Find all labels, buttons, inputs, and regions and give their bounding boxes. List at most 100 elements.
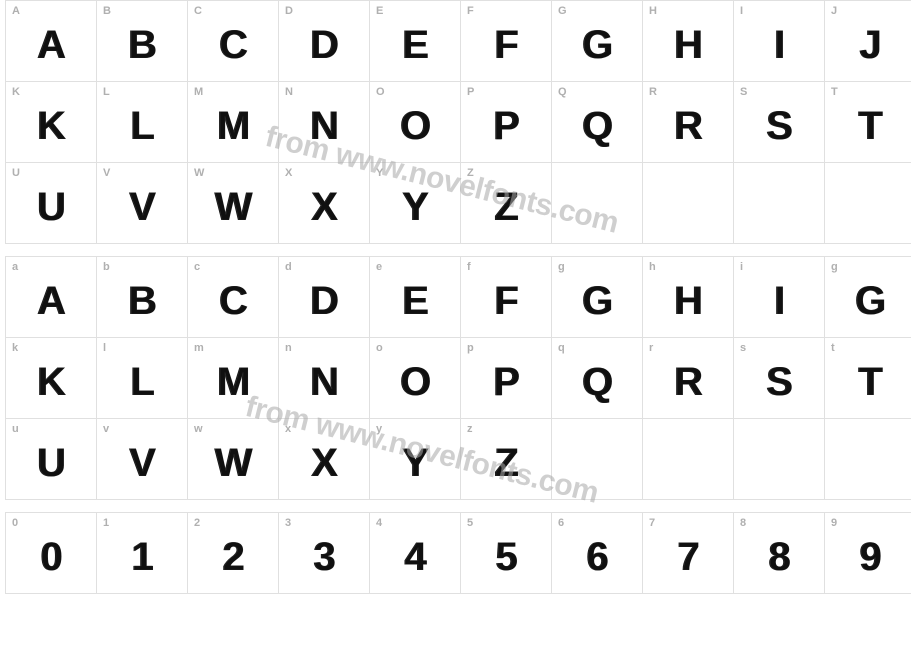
charmap-cell: xX (279, 419, 369, 499)
charmap-cell: wW (188, 419, 278, 499)
charmap-cell (825, 163, 911, 243)
cell-glyph: 4 (404, 537, 426, 577)
charmap-cell: cC (188, 257, 278, 337)
cell-glyph: H (674, 281, 703, 321)
charmap-cell: 11 (97, 513, 187, 593)
cell-glyph: R (674, 106, 703, 146)
cell-glyph: S (766, 362, 793, 402)
cell-key-label: E (376, 5, 383, 17)
cell-glyph: L (130, 362, 154, 402)
charmap-cell: VV (97, 163, 187, 243)
charmap-cell: MM (188, 82, 278, 162)
cell-key-label: M (194, 86, 203, 98)
charmap-cell: LL (97, 82, 187, 162)
charmap-cell: PP (461, 82, 551, 162)
cell-key-label: q (558, 342, 565, 354)
cell-glyph: O (399, 362, 430, 402)
cell-glyph: 8 (768, 537, 790, 577)
charmap-cell: 66 (552, 513, 642, 593)
charmap-cell: sS (734, 338, 824, 418)
charmap-cell: 55 (461, 513, 551, 593)
cell-glyph: N (310, 106, 339, 146)
charmap-cell: II (734, 1, 824, 81)
cell-glyph: V (129, 187, 156, 227)
charmap-cell: lL (97, 338, 187, 418)
charmap-cell: ZZ (461, 163, 551, 243)
cell-key-label: R (649, 86, 657, 98)
charmap-cell: YY (370, 163, 460, 243)
cell-glyph: Y (402, 443, 429, 483)
charmap-cell (643, 419, 733, 499)
charmap-cell: dD (279, 257, 369, 337)
cell-key-label: U (12, 167, 20, 179)
cell-key-label: 7 (649, 517, 655, 529)
cell-key-label: n (285, 342, 292, 354)
cell-key-label: X (285, 167, 292, 179)
cell-glyph: K (37, 106, 66, 146)
cell-glyph: L (130, 106, 154, 146)
charmap-cell (552, 163, 642, 243)
charmap-cell (825, 419, 911, 499)
charmap-cell: FF (461, 1, 551, 81)
cell-key-label: T (831, 86, 838, 98)
cell-key-label: h (649, 261, 656, 273)
charmap-cell: gG (825, 257, 911, 337)
cell-key-label: y (376, 423, 382, 435)
cell-glyph: X (311, 187, 338, 227)
charmap-cell: KK (6, 82, 96, 162)
cell-glyph: W (214, 187, 252, 227)
charmap-cell: JJ (825, 1, 911, 81)
charmap-cell: 44 (370, 513, 460, 593)
charmap-cell: OO (370, 82, 460, 162)
cell-glyph: D (310, 25, 339, 65)
cell-glyph: 5 (495, 537, 517, 577)
cell-key-label: 1 (103, 517, 109, 529)
cell-glyph: Z (494, 443, 518, 483)
cell-key-label: l (103, 342, 106, 354)
cell-glyph: T (858, 362, 882, 402)
charmap-cell: oO (370, 338, 460, 418)
cell-glyph: F (494, 281, 518, 321)
charmap-cell: mM (188, 338, 278, 418)
cell-key-label: 9 (831, 517, 837, 529)
charmap-cell (734, 163, 824, 243)
cell-key-label: i (740, 261, 743, 273)
charmap-cell: zZ (461, 419, 551, 499)
cell-key-label: m (194, 342, 204, 354)
cell-key-label: D (285, 5, 293, 17)
cell-key-label: e (376, 261, 382, 273)
cell-glyph: 0 (40, 537, 62, 577)
cell-glyph: 2 (222, 537, 244, 577)
section-spacer (0, 500, 911, 512)
cell-glyph: M (216, 362, 249, 402)
charmap-cell: uU (6, 419, 96, 499)
cell-key-label: Y (376, 167, 383, 179)
charmap-cell: SS (734, 82, 824, 162)
cell-glyph: Q (581, 362, 612, 402)
cell-key-label: J (831, 5, 837, 17)
cell-key-label: o (376, 342, 383, 354)
cell-key-label: p (467, 342, 474, 354)
cell-glyph: P (493, 362, 520, 402)
cell-glyph: K (37, 362, 66, 402)
cell-glyph: T (858, 106, 882, 146)
charmap-cell: 99 (825, 513, 911, 593)
charmap-cell: WW (188, 163, 278, 243)
cell-key-label: P (467, 86, 474, 98)
charmap-cell: bB (97, 257, 187, 337)
cell-glyph: 7 (677, 537, 699, 577)
cell-key-label: s (740, 342, 746, 354)
cell-glyph: G (581, 25, 612, 65)
cell-glyph: S (766, 106, 793, 146)
cell-glyph: E (402, 281, 429, 321)
cell-glyph: V (129, 443, 156, 483)
cell-key-label: C (194, 5, 202, 17)
charmap-cell (643, 163, 733, 243)
cell-key-label: 2 (194, 517, 200, 529)
cell-glyph: Y (402, 187, 429, 227)
cell-glyph: A (37, 281, 66, 321)
charmap-cell: EE (370, 1, 460, 81)
cell-key-label: G (558, 5, 567, 17)
cell-glyph: W (214, 443, 252, 483)
charmap-cell: rR (643, 338, 733, 418)
